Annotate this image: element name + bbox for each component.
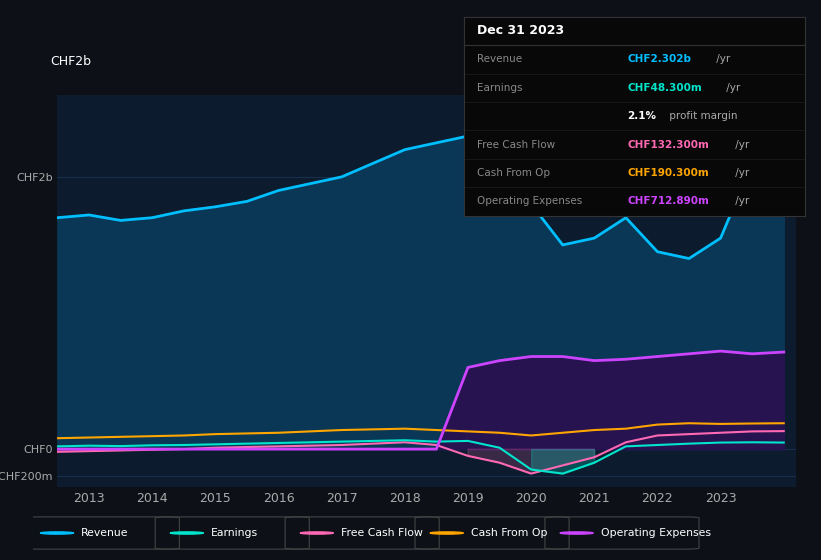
Text: CHF712.890m: CHF712.890m <box>627 197 709 207</box>
Text: /yr: /yr <box>722 83 740 93</box>
Text: Revenue: Revenue <box>478 54 523 64</box>
Circle shape <box>170 532 204 534</box>
Text: CHF2.302b: CHF2.302b <box>627 54 691 64</box>
Text: Revenue: Revenue <box>81 528 129 538</box>
Text: CHF2b: CHF2b <box>50 55 91 68</box>
Text: Free Cash Flow: Free Cash Flow <box>478 139 556 150</box>
Text: Cash From Op: Cash From Op <box>478 168 551 178</box>
Text: CHF190.300m: CHF190.300m <box>627 168 709 178</box>
Circle shape <box>430 532 463 534</box>
Text: Cash From Op: Cash From Op <box>471 528 548 538</box>
Text: Dec 31 2023: Dec 31 2023 <box>478 25 565 38</box>
Circle shape <box>40 532 74 534</box>
Circle shape <box>300 532 333 534</box>
Text: /yr: /yr <box>732 168 750 178</box>
Text: Earnings: Earnings <box>478 83 523 93</box>
Text: Operating Expenses: Operating Expenses <box>478 197 583 207</box>
Text: CHF48.300m: CHF48.300m <box>627 83 702 93</box>
Text: Operating Expenses: Operating Expenses <box>601 528 711 538</box>
Text: Earnings: Earnings <box>211 528 259 538</box>
Text: CHF132.300m: CHF132.300m <box>627 139 709 150</box>
Text: /yr: /yr <box>713 54 731 64</box>
Circle shape <box>560 532 594 534</box>
Text: 2.1%: 2.1% <box>627 111 657 121</box>
Text: /yr: /yr <box>732 139 750 150</box>
Text: /yr: /yr <box>732 197 750 207</box>
Text: profit margin: profit margin <box>666 111 737 121</box>
Text: Free Cash Flow: Free Cash Flow <box>341 528 423 538</box>
